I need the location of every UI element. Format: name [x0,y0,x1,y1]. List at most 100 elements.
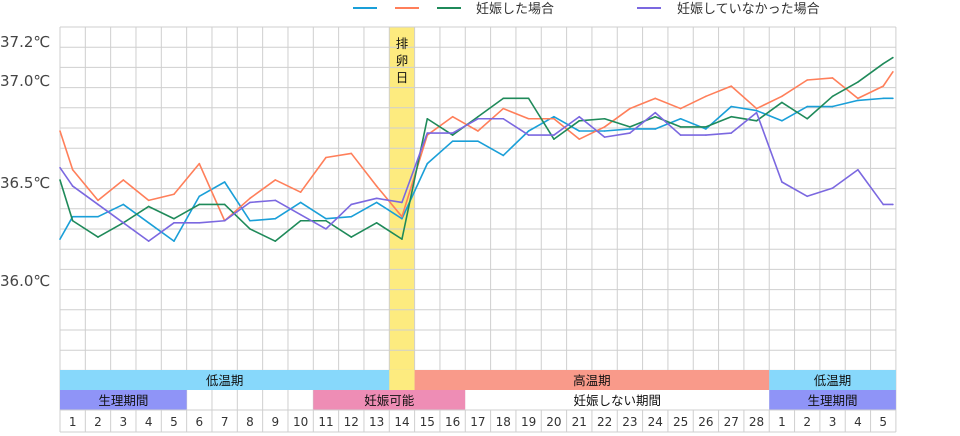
day-label: 16 [445,415,460,429]
day-label: 4 [145,415,153,429]
day-label: 24 [648,415,663,429]
data-point [806,117,809,120]
data-point [299,213,302,216]
data-point [451,140,454,142]
data-point [882,97,885,100]
day-label: 17 [470,415,485,429]
data-point [578,120,581,122]
phase-label: 高温期 [573,373,611,388]
phase-label: 生理期間 [98,393,148,408]
data-point [401,217,403,220]
data-point [426,162,429,165]
data-point [730,115,733,118]
data-point [274,240,277,242]
data-point [173,240,175,242]
data-point [375,201,378,204]
data-point [781,101,783,104]
data-point [71,168,74,171]
data-point [147,222,150,224]
day-label: 21 [572,415,587,429]
data-point [274,199,277,202]
data-point [198,203,201,206]
data-point [97,236,99,238]
day-label: 7 [221,415,229,429]
data-point [857,168,859,171]
data-point [274,179,277,181]
data-point [147,199,150,202]
data-point [679,107,682,110]
phase-band [313,390,466,410]
y-tick-label: 36.5℃ [0,174,50,192]
day-label: 23 [622,415,637,429]
data-point [223,181,226,183]
data-point [705,134,707,136]
data-point [97,199,99,202]
data-point [426,132,429,134]
data-point [198,162,201,165]
data-point [249,228,251,230]
data-point [223,203,226,206]
data-point [730,105,733,108]
day-label: 2 [803,415,811,429]
data-point [71,219,74,222]
data-point [477,117,479,120]
grid [59,26,897,432]
phase-band [769,390,896,410]
data-point [325,219,327,222]
data-point [198,195,201,198]
legend-label-not-pregnant: 妊娠していなかった場合 [677,2,820,17]
data-point [299,201,302,204]
day-label: 14 [394,415,409,429]
day-label: 1 [69,415,77,429]
data-point [375,185,378,187]
data-point [502,97,505,100]
data-point [654,97,657,100]
data-point [755,120,758,122]
day-label: 22 [597,415,612,429]
data-point [603,126,606,128]
series-lines [59,56,894,242]
day-label: 18 [496,415,511,429]
data-point [147,240,150,242]
data-point [629,126,631,128]
data-point [249,197,251,200]
day-label: 20 [546,415,561,429]
data-point [755,107,758,110]
phase-band [465,390,770,410]
data-point [679,126,682,128]
data-point [59,166,61,169]
data-point [730,132,733,134]
data-point [882,85,885,87]
data-point [350,152,353,155]
phase-label: 低温期 [206,373,244,388]
data-point [325,228,327,230]
day-label: 3 [120,415,128,429]
data-point [299,191,302,193]
day-label: 5 [170,415,178,429]
data-point [730,85,733,87]
data-point [59,179,61,181]
data-point [375,222,378,224]
series-line-1 [59,71,894,222]
phase-band [769,370,896,390]
data-point [629,107,631,110]
legend: 妊娠した場合 妊娠していなかった場合 [353,2,820,17]
data-point [451,115,454,118]
data-point [401,201,403,204]
data-point [122,179,125,181]
data-point [325,217,327,220]
data-point [679,117,682,120]
phase-band [414,370,770,390]
data-point [705,128,707,130]
day-label: 19 [521,415,536,429]
data-point [198,222,201,224]
data-point [892,203,894,206]
phase-label: 妊娠しない期間 [574,393,662,408]
data-point [629,128,631,130]
phase-label: 妊娠可能 [364,393,415,408]
data-point [122,222,125,224]
data-point [451,132,454,134]
data-point [654,128,657,130]
